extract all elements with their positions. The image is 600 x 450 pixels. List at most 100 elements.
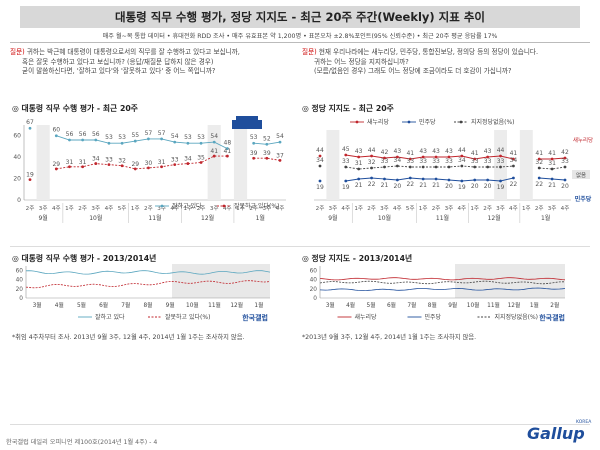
data-label: 53 <box>118 134 126 141</box>
data-point <box>421 165 425 169</box>
x-tick-label: 3주 <box>262 205 271 212</box>
data-label: 34 <box>184 156 192 163</box>
left-question: 질문) 귀하는 박근혜 대통령이 대통령으로서의 직무를 잘 수행하고 있다고 … <box>10 48 240 77</box>
data-label: 33 <box>497 158 505 165</box>
data-point <box>550 167 554 171</box>
data-point <box>344 153 348 157</box>
data-point <box>252 156 256 160</box>
data-point <box>473 165 477 169</box>
x-tick-label: 2주 <box>483 205 492 212</box>
data-point <box>460 164 464 168</box>
data-label: 32 <box>118 158 126 165</box>
question-line: 현재 우리나라에는 새누리당, 민주당, 통합진보당, 정의당 등의 정당이 있… <box>318 48 539 56</box>
data-label: 21 <box>355 182 363 189</box>
data-point <box>499 154 502 158</box>
x-tick-label: 3주 <box>210 205 219 212</box>
data-label: 33 <box>406 158 414 165</box>
data-point <box>550 177 554 181</box>
data-point <box>563 165 567 169</box>
data-label: 55 <box>131 132 139 139</box>
data-point <box>120 141 124 145</box>
legend-label: 지지정당없음(%) <box>495 313 539 321</box>
x-tick-label: 4주 <box>457 205 466 212</box>
section-title-party-20w: ◎ 정당 지지도 - 최근 20주 <box>302 104 394 113</box>
x-tick-label: 2주 <box>367 205 376 212</box>
series-line <box>319 277 566 281</box>
data-point <box>370 166 373 170</box>
data-point <box>160 137 163 141</box>
data-label: 57 <box>145 130 153 137</box>
month-label: 1월 <box>530 301 539 309</box>
gap-column <box>36 125 50 200</box>
data-point <box>486 155 490 159</box>
y-tick-label: 40 <box>16 278 24 284</box>
data-label: 21 <box>381 182 389 189</box>
data-label: 33 <box>432 158 440 165</box>
data-label: 22 <box>406 181 414 188</box>
data-label: 44 <box>316 147 324 154</box>
data-point <box>512 176 515 180</box>
x-tick-label: 3주 <box>548 205 557 212</box>
data-point <box>28 178 32 182</box>
data-point <box>473 157 477 161</box>
data-point <box>395 178 399 182</box>
data-point <box>395 155 399 159</box>
data-point <box>225 154 229 158</box>
month-label: 7월 <box>121 301 130 309</box>
data-point <box>460 154 464 158</box>
data-point <box>265 156 269 160</box>
note-left: *취임 4주차부터 조사. 2013년 9월 3주, 12월 4주, 2014년… <box>12 334 245 341</box>
question-line: 굳이 말씀하신다면, '잘하고 있다'와 '잘못하고 있다' 중 어느 쪽입니까… <box>22 67 216 76</box>
legend-marker <box>407 120 411 124</box>
footer-text: 한국갤럽 데일리 오피니언 제100호(2014년 1월 4주) - 4 <box>6 439 158 446</box>
data-point <box>357 167 361 171</box>
data-point <box>421 155 425 159</box>
data-point <box>499 165 502 169</box>
x-tick-label: 4주 <box>223 205 232 212</box>
data-point <box>421 177 425 181</box>
month-label: 10월 <box>378 214 391 222</box>
data-label: 29 <box>52 161 60 168</box>
data-label: 34 <box>458 157 466 164</box>
data-point <box>434 177 438 181</box>
question-line: 혹은 잘못 수행하고 있다고 보십니까? (응답/재질문 답하지 않은 경우) <box>22 57 214 66</box>
data-label: 29 <box>131 161 139 168</box>
data-label: 41 <box>406 150 414 157</box>
data-point <box>499 179 502 183</box>
x-tick-label: 3주 <box>445 205 454 212</box>
x-tick-label: 5주 <box>118 205 127 212</box>
data-label: 20 <box>484 183 492 190</box>
x-tick-label: 5주 <box>406 205 415 212</box>
blue-house-icon <box>232 120 262 129</box>
data-label: 43 <box>445 148 453 155</box>
x-tick-label: 2주 <box>26 205 35 212</box>
data-label: 19 <box>458 184 466 191</box>
data-point <box>318 164 322 168</box>
data-label: 22 <box>368 181 376 188</box>
y-tick-label: 0 <box>17 197 21 204</box>
section-title-party-yearly: ◎ 정당 지지도 - 2013/2014년 <box>302 254 413 263</box>
data-point <box>199 161 203 164</box>
side-tag-saenuri: 새누리당 <box>573 136 593 144</box>
month-label: 7월 <box>407 301 416 309</box>
x-tick-label: 1주 <box>131 205 140 212</box>
data-label: 56 <box>79 131 87 138</box>
data-label: 21 <box>548 182 556 189</box>
data-point <box>383 165 386 169</box>
question-label: 질문) <box>302 48 317 56</box>
month-label: 3월 <box>326 301 335 309</box>
x-tick-label: 3주 <box>496 205 505 212</box>
data-label: 31 <box>158 159 166 166</box>
data-point <box>486 165 490 169</box>
recent-20w-shade <box>455 264 565 298</box>
data-label: 20 <box>394 183 402 190</box>
legend-label: 잘못하고 있다(%) <box>165 313 210 321</box>
x-tick-label: 1주 <box>65 205 74 212</box>
y-tick-label: 40 <box>13 154 21 161</box>
x-tick-label: 3주 <box>329 205 338 212</box>
data-point <box>344 179 348 183</box>
x-tick-label: 4주 <box>561 205 570 212</box>
data-label: 53 <box>250 134 258 141</box>
legend-label: 지지정당없음(%) <box>471 118 515 126</box>
data-label: 41 <box>224 148 232 155</box>
